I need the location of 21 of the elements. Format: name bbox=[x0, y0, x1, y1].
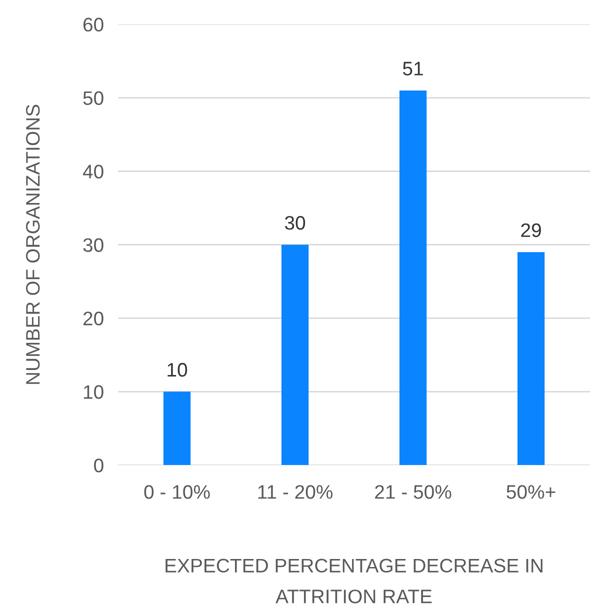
y-tick-label: 50 bbox=[83, 91, 104, 106]
x-tick-label: 21 - 50% bbox=[375, 485, 452, 499]
y-tick-label: 20 bbox=[83, 312, 104, 326]
x-axis-title: EXPECTED PERCENTAGE DECREASE IN ATTRITION RATE bbox=[166, 558, 542, 604]
y-tick-label: 30 bbox=[83, 238, 104, 252]
y-tick-label: 60 bbox=[83, 18, 104, 32]
data-label: 30 bbox=[284, 216, 306, 230]
bar bbox=[517, 252, 545, 466]
bar bbox=[281, 244, 309, 466]
x-tick-label: 0 - 10% bbox=[144, 485, 210, 499]
y-axis-title: NUMBER OF ORGANIZATIONS bbox=[26, 104, 40, 384]
y-tick-label: 10 bbox=[84, 385, 104, 399]
bar bbox=[399, 90, 427, 466]
data-label: 29 bbox=[521, 223, 541, 238]
x-tick-label: 50%+ bbox=[506, 485, 556, 499]
bar bbox=[163, 392, 191, 466]
y-tick-label: 40 bbox=[82, 164, 104, 178]
data-label: 51 bbox=[402, 62, 423, 76]
x-tick-label: 11 - 20% bbox=[258, 485, 333, 499]
data-label: 10 bbox=[168, 362, 188, 377]
y-tick-label: 0 bbox=[94, 458, 104, 472]
